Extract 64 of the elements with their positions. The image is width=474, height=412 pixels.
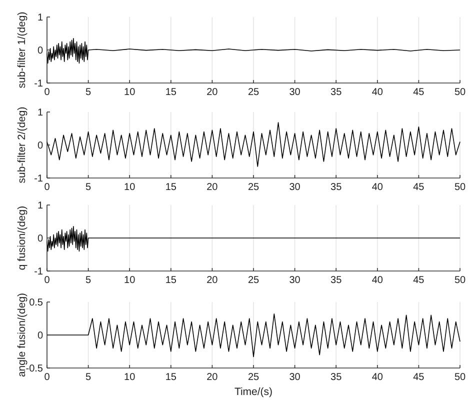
y-tick-label: 0 (37, 46, 44, 56)
x-tick-label: 20 (206, 372, 218, 383)
line-series (46, 38, 460, 64)
x-tick-label: 35 (330, 275, 342, 286)
x-tick-label: 5 (86, 182, 92, 193)
x-tick-label: 25 (248, 182, 260, 193)
x-tick-label: 50 (454, 372, 466, 383)
x-tick-label: 5 (86, 87, 92, 98)
x-tick-label: 50 (454, 87, 466, 98)
y-tick-label: -0.5 (26, 364, 44, 374)
x-tick-label: 20 (206, 87, 218, 98)
x-tick-label: 15 (165, 182, 177, 193)
x-tick-label: 10 (124, 182, 136, 193)
x-tick-label: 45 (413, 372, 425, 383)
x-tick-label: 0 (44, 372, 50, 383)
y-tick-label: 0 (37, 330, 44, 342)
y-tick-label: -1 (34, 266, 44, 278)
line-series (46, 122, 460, 167)
y-axis-title: sub-filter 1/(deg) (16, 12, 28, 88)
x-tick-label: 30 (289, 372, 301, 383)
line-series (46, 226, 460, 252)
x-tick-label: 15 (165, 275, 177, 286)
y-axis-title: q fusion/(deg) (16, 206, 28, 270)
x-tick-label: 45 (413, 182, 425, 193)
x-tick-label: 40 (372, 275, 384, 286)
x-tick-label: 45 (413, 275, 425, 286)
x-tick-label: 20 (206, 275, 218, 286)
x-tick-label: 10 (124, 275, 136, 286)
y-axis-title: angle fusion/(deg) (16, 292, 28, 378)
x-tick-label: 35 (330, 182, 342, 193)
x-tick-label: 5 (86, 372, 92, 383)
x-tick-label: 35 (330, 87, 342, 98)
x-tick-label: 30 (289, 275, 301, 286)
x-tick-label: 5 (86, 275, 92, 286)
y-tick-label: 1 (37, 12, 44, 24)
x-tick-label: 45 (413, 87, 425, 98)
x-tick-label: 15 (165, 87, 177, 98)
y-tick-label: 0 (37, 140, 44, 152)
x-tick-label: 20 (206, 182, 218, 193)
y-tick-label: -1 (34, 78, 44, 90)
x-tick-label: 25 (248, 275, 260, 286)
x-tick-label: 40 (372, 182, 384, 193)
x-tick-label: 40 (372, 372, 384, 383)
y-tick-label: 0.5 (29, 298, 44, 308)
x-tick-label: 25 (248, 372, 260, 383)
x-tick-label: 0 (44, 275, 50, 286)
x-tick-label: 15 (165, 372, 177, 383)
x-tick-label: 0 (44, 182, 50, 193)
x-tick-label: 30 (289, 182, 301, 193)
x-tick-label: 35 (330, 372, 342, 383)
x-tick-label: 30 (289, 87, 301, 98)
y-tick-label: 0 (37, 234, 44, 244)
x-tick-label: 25 (248, 87, 260, 98)
y-axis-title: sub-filter 2/(deg) (16, 106, 28, 184)
x-tick-label: 0 (44, 87, 50, 98)
x-tick-label: 50 (454, 275, 466, 286)
x-axis-title: Time/(s) (234, 386, 273, 398)
x-tick-label: 50 (454, 182, 466, 193)
x-tick-label: 10 (124, 87, 136, 98)
x-tick-label: 40 (372, 87, 384, 98)
y-tick-label: -1 (34, 174, 44, 184)
y-tick-label: 1 (37, 108, 44, 118)
y-tick-label: 1 (37, 200, 44, 212)
x-tick-label: 10 (124, 372, 136, 383)
